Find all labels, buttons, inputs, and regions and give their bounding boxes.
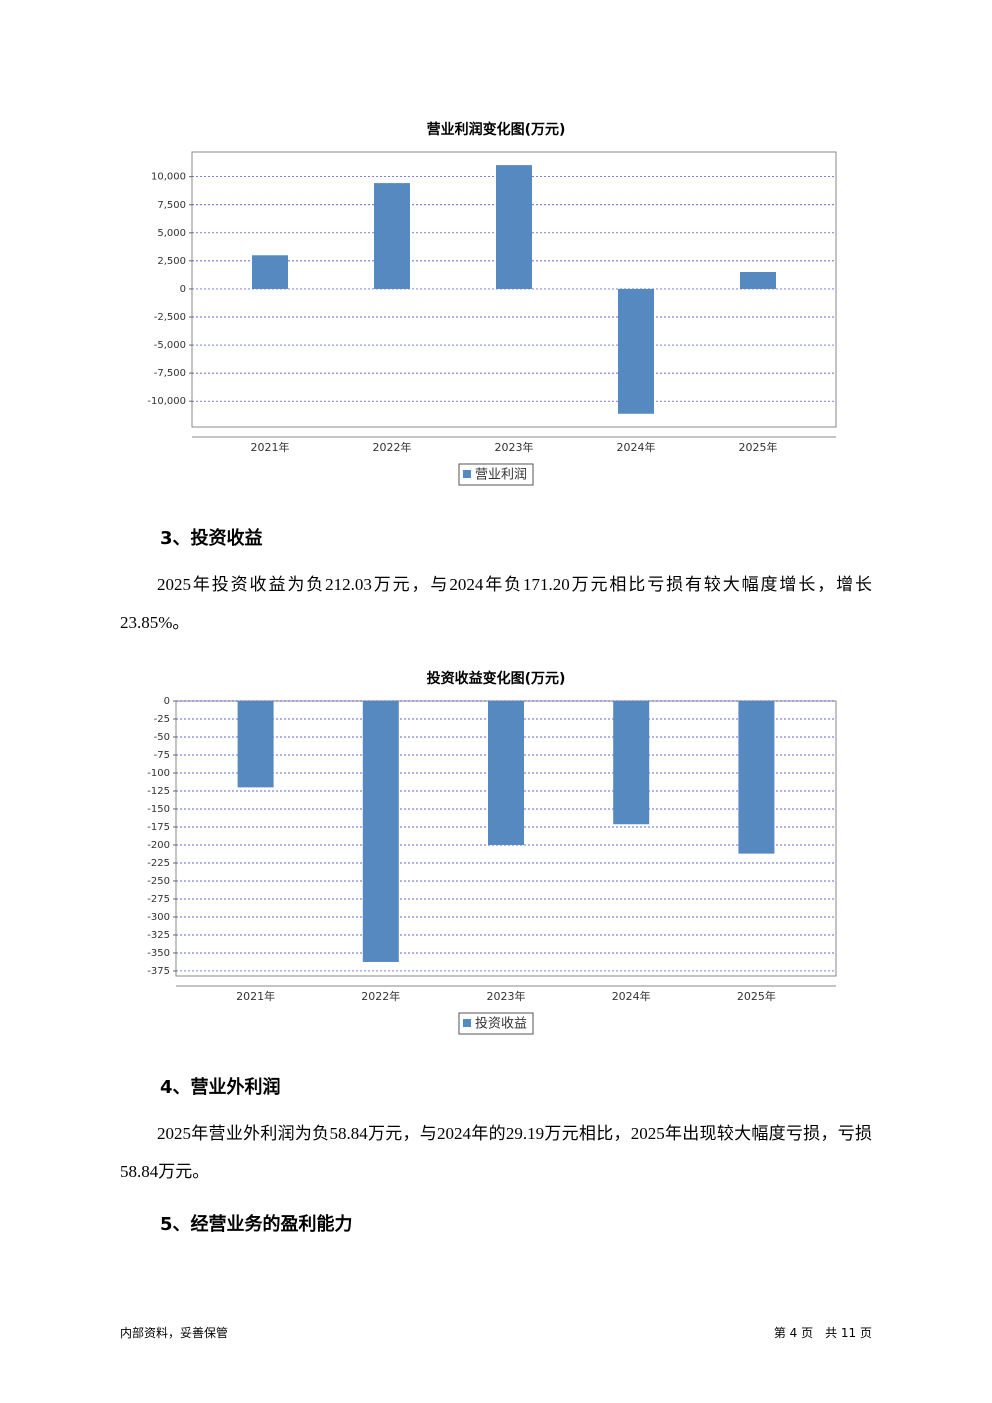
y-tick-label: -150 (147, 804, 170, 815)
y-tick-label: 7,500 (157, 200, 186, 211)
chart-title: 投资收益变化图(万元) (427, 670, 566, 687)
y-tick-label: -2,500 (154, 312, 186, 323)
y-tick-label: 0 (180, 284, 186, 295)
legend-swatch (462, 1019, 471, 1027)
y-tick-label: -5,000 (154, 340, 186, 351)
chart: 营业利润变化图(万元) -10,000 -7,500 -5,000 -2,500 0 2,5… (147, 121, 837, 486)
x-tick-label: 2025年 (737, 989, 776, 1003)
y-tick-label: -300 (147, 912, 170, 923)
y-tick-label: 5,000 (157, 228, 186, 239)
paragraph: 2025年投资收益为负212.03万元，与2024年负171.20万元相比亏损有… (120, 575, 872, 632)
y-tick-label: -7,500 (154, 368, 186, 379)
x-tick-label: 2021年 (251, 440, 290, 454)
y-tick-label: -100 (147, 768, 170, 779)
section-heading: 4、营业外利润 (160, 1077, 281, 1098)
x-tick-label: 2021年 (236, 989, 275, 1003)
chart-title: 营业利润变化图(万元) (427, 121, 566, 138)
bar (496, 165, 532, 289)
legend-label: 投资收益 (475, 1016, 527, 1032)
x-tick-label: 2023年 (495, 440, 534, 454)
x-tick-label: 2023年 (487, 989, 526, 1003)
bar (252, 255, 288, 289)
y-tick-label: 10,000 (151, 172, 186, 183)
chart: 投资收益变化图(万元)-375-350-325-300-275-250-225-… (147, 670, 837, 1035)
paragraph: 2025年营业外利润为负58.84万元，与2024年的29.19万元相比，202… (120, 1124, 872, 1181)
legend-label: 营业利润 (475, 468, 527, 483)
y-tick-label: -10,000 (147, 396, 186, 407)
legend-box (458, 463, 534, 486)
y-tick-label: -50 (154, 732, 170, 743)
y-tick-label: -25 (154, 714, 170, 725)
y-tick-label: -225 (147, 858, 170, 869)
section-heading: 3、投资收益 (160, 528, 263, 549)
footer-right: 第 4 页 共 11 页 (773, 1326, 872, 1340)
y-tick-label: -375 (147, 966, 170, 977)
y-tick-label: -200 (147, 840, 170, 851)
bar (738, 701, 775, 854)
y-tick-label: 0 (164, 696, 170, 707)
x-tick-label: 2024年 (617, 440, 656, 454)
bar (362, 701, 399, 962)
section-heading: 5、经营业务的盈利能力 (160, 1214, 353, 1235)
y-tick-label: -325 (147, 930, 170, 941)
y-tick-label: -250 (147, 876, 170, 887)
x-tick-label: 2022年 (361, 989, 400, 1003)
bar (740, 271, 776, 289)
legend-box (458, 1012, 534, 1035)
bar (237, 701, 274, 788)
bar (488, 701, 524, 845)
x-tick-label: 2022年 (373, 440, 412, 454)
y-tick-label: 2,500 (157, 256, 186, 267)
legend-swatch (462, 470, 471, 478)
y-tick-label: -350 (147, 948, 170, 959)
x-tick-label: 2025年 (739, 440, 778, 454)
bar (613, 701, 650, 825)
bar (618, 288, 654, 414)
y-tick-label: -275 (147, 894, 170, 905)
bar (374, 183, 410, 289)
footer-left: 内部资料，妥善保管 (120, 1326, 229, 1340)
y-tick-label: -175 (147, 822, 170, 833)
y-tick-label: -125 (147, 786, 170, 797)
y-tick-label: -75 (154, 750, 170, 761)
x-tick-label: 2024年 (612, 989, 651, 1003)
